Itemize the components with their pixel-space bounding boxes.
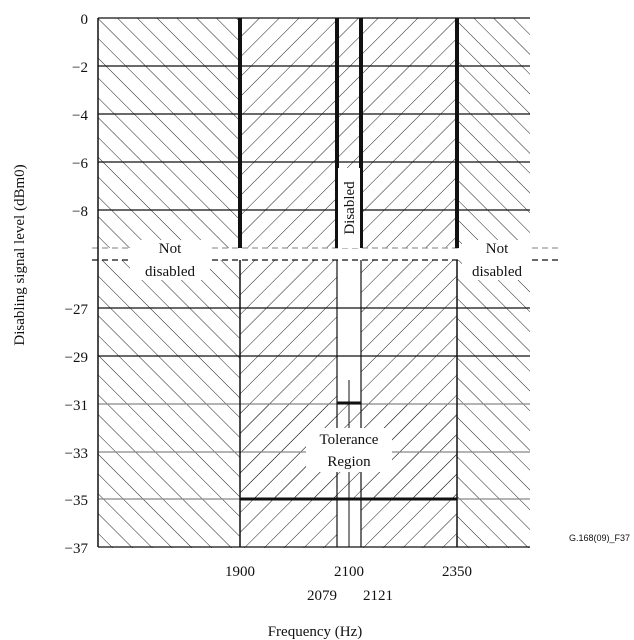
y-tick-label: −29 bbox=[65, 350, 88, 366]
label-tolerance-1: Tolerance bbox=[320, 432, 379, 448]
y-tick-label: −31 bbox=[65, 398, 88, 414]
y-tick-label: 0 bbox=[81, 12, 89, 28]
x-tick-label: 2121 bbox=[363, 588, 393, 604]
label-bg-right bbox=[462, 240, 532, 280]
y-tick-labels: 0 −2 −4 −6 −8 −27 −29 −31 −33 −35 −37 bbox=[65, 12, 89, 557]
y-tick-label: −37 bbox=[65, 541, 89, 557]
label-not-disabled-left-1: Not bbox=[159, 241, 182, 257]
y-tick-label: −6 bbox=[72, 156, 88, 172]
tolerance-outline bbox=[240, 401, 457, 501]
x-tick-label: 2079 bbox=[307, 588, 337, 604]
x-tick-labels: 1900 2100 2350 2079 2121 bbox=[225, 564, 472, 604]
label-bg-tol bbox=[306, 428, 392, 472]
label-not-disabled-left-2: disabled bbox=[145, 264, 195, 280]
y-axis-title: Disabling signal level (dBm0) bbox=[12, 164, 28, 345]
y-tick-label: −27 bbox=[65, 302, 89, 318]
label-tolerance-2: Region bbox=[327, 454, 371, 470]
y-tick-label: −4 bbox=[72, 108, 88, 124]
x-tick-label: 1900 bbox=[225, 564, 255, 580]
label-not-disabled-right-2: disabled bbox=[472, 264, 522, 280]
label-bg-disabled bbox=[338, 168, 360, 248]
y-tick-label: −33 bbox=[65, 446, 88, 462]
y-tick-label: −8 bbox=[72, 204, 88, 220]
y-tick-label: −35 bbox=[65, 493, 88, 509]
region-not-disabled-left bbox=[98, 18, 240, 548]
label-bg-left bbox=[130, 240, 210, 280]
figure-reference: G.168(09)_F37 bbox=[569, 533, 630, 543]
x-tick-label: 2350 bbox=[442, 564, 472, 580]
x-tick-label: 2100 bbox=[334, 564, 364, 580]
disabled-band-gap bbox=[337, 260, 361, 403]
region-not-disabled-right bbox=[457, 18, 530, 548]
label-disabled: Disabled bbox=[342, 181, 358, 235]
y-tick-label: −2 bbox=[72, 60, 88, 76]
label-not-disabled-right-1: Not bbox=[486, 241, 509, 257]
x-axis-title: Frequency (Hz) bbox=[268, 624, 363, 640]
